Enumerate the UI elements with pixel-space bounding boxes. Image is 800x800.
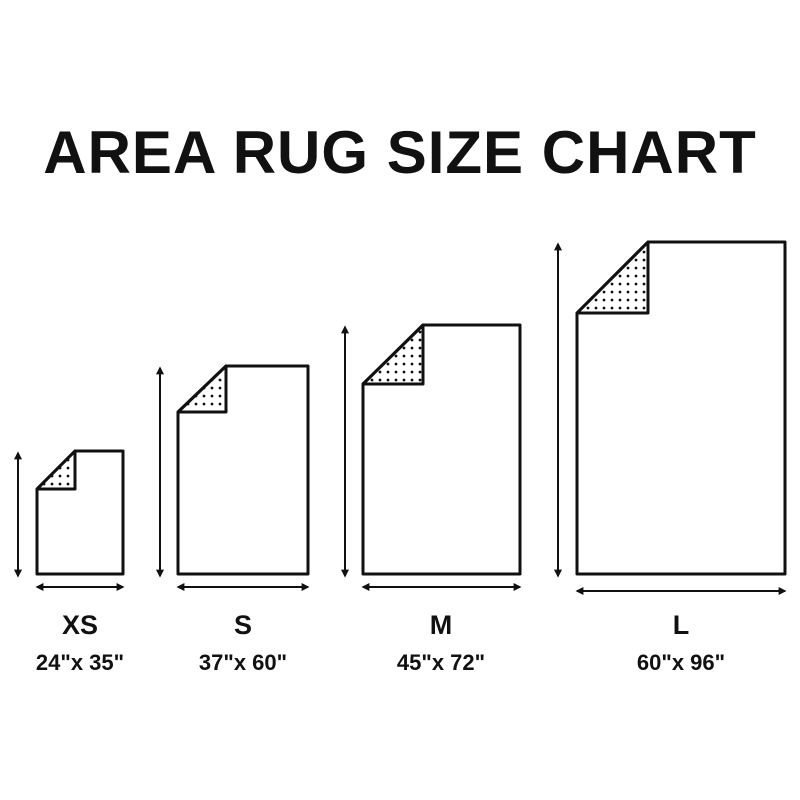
chart-title: AREA RUG SIZE CHART xyxy=(43,119,757,186)
dimensions-l: 60"x 96" xyxy=(636,650,726,675)
rug-outline-xs xyxy=(35,449,125,576)
rug-outline-m xyxy=(361,323,522,576)
rug-outline-l xyxy=(575,240,787,576)
rug-outline-s xyxy=(176,364,310,576)
dimensions-xs: 24"x 35" xyxy=(35,650,125,675)
size-label-l: L xyxy=(672,610,690,640)
dimensions-m: 45"x 72" xyxy=(396,650,486,675)
size-label-s: S xyxy=(233,610,252,640)
dimensions-s: 37"x 60" xyxy=(198,650,288,675)
size-label-m: M xyxy=(429,610,453,640)
size-label-xs: XS xyxy=(61,610,99,640)
